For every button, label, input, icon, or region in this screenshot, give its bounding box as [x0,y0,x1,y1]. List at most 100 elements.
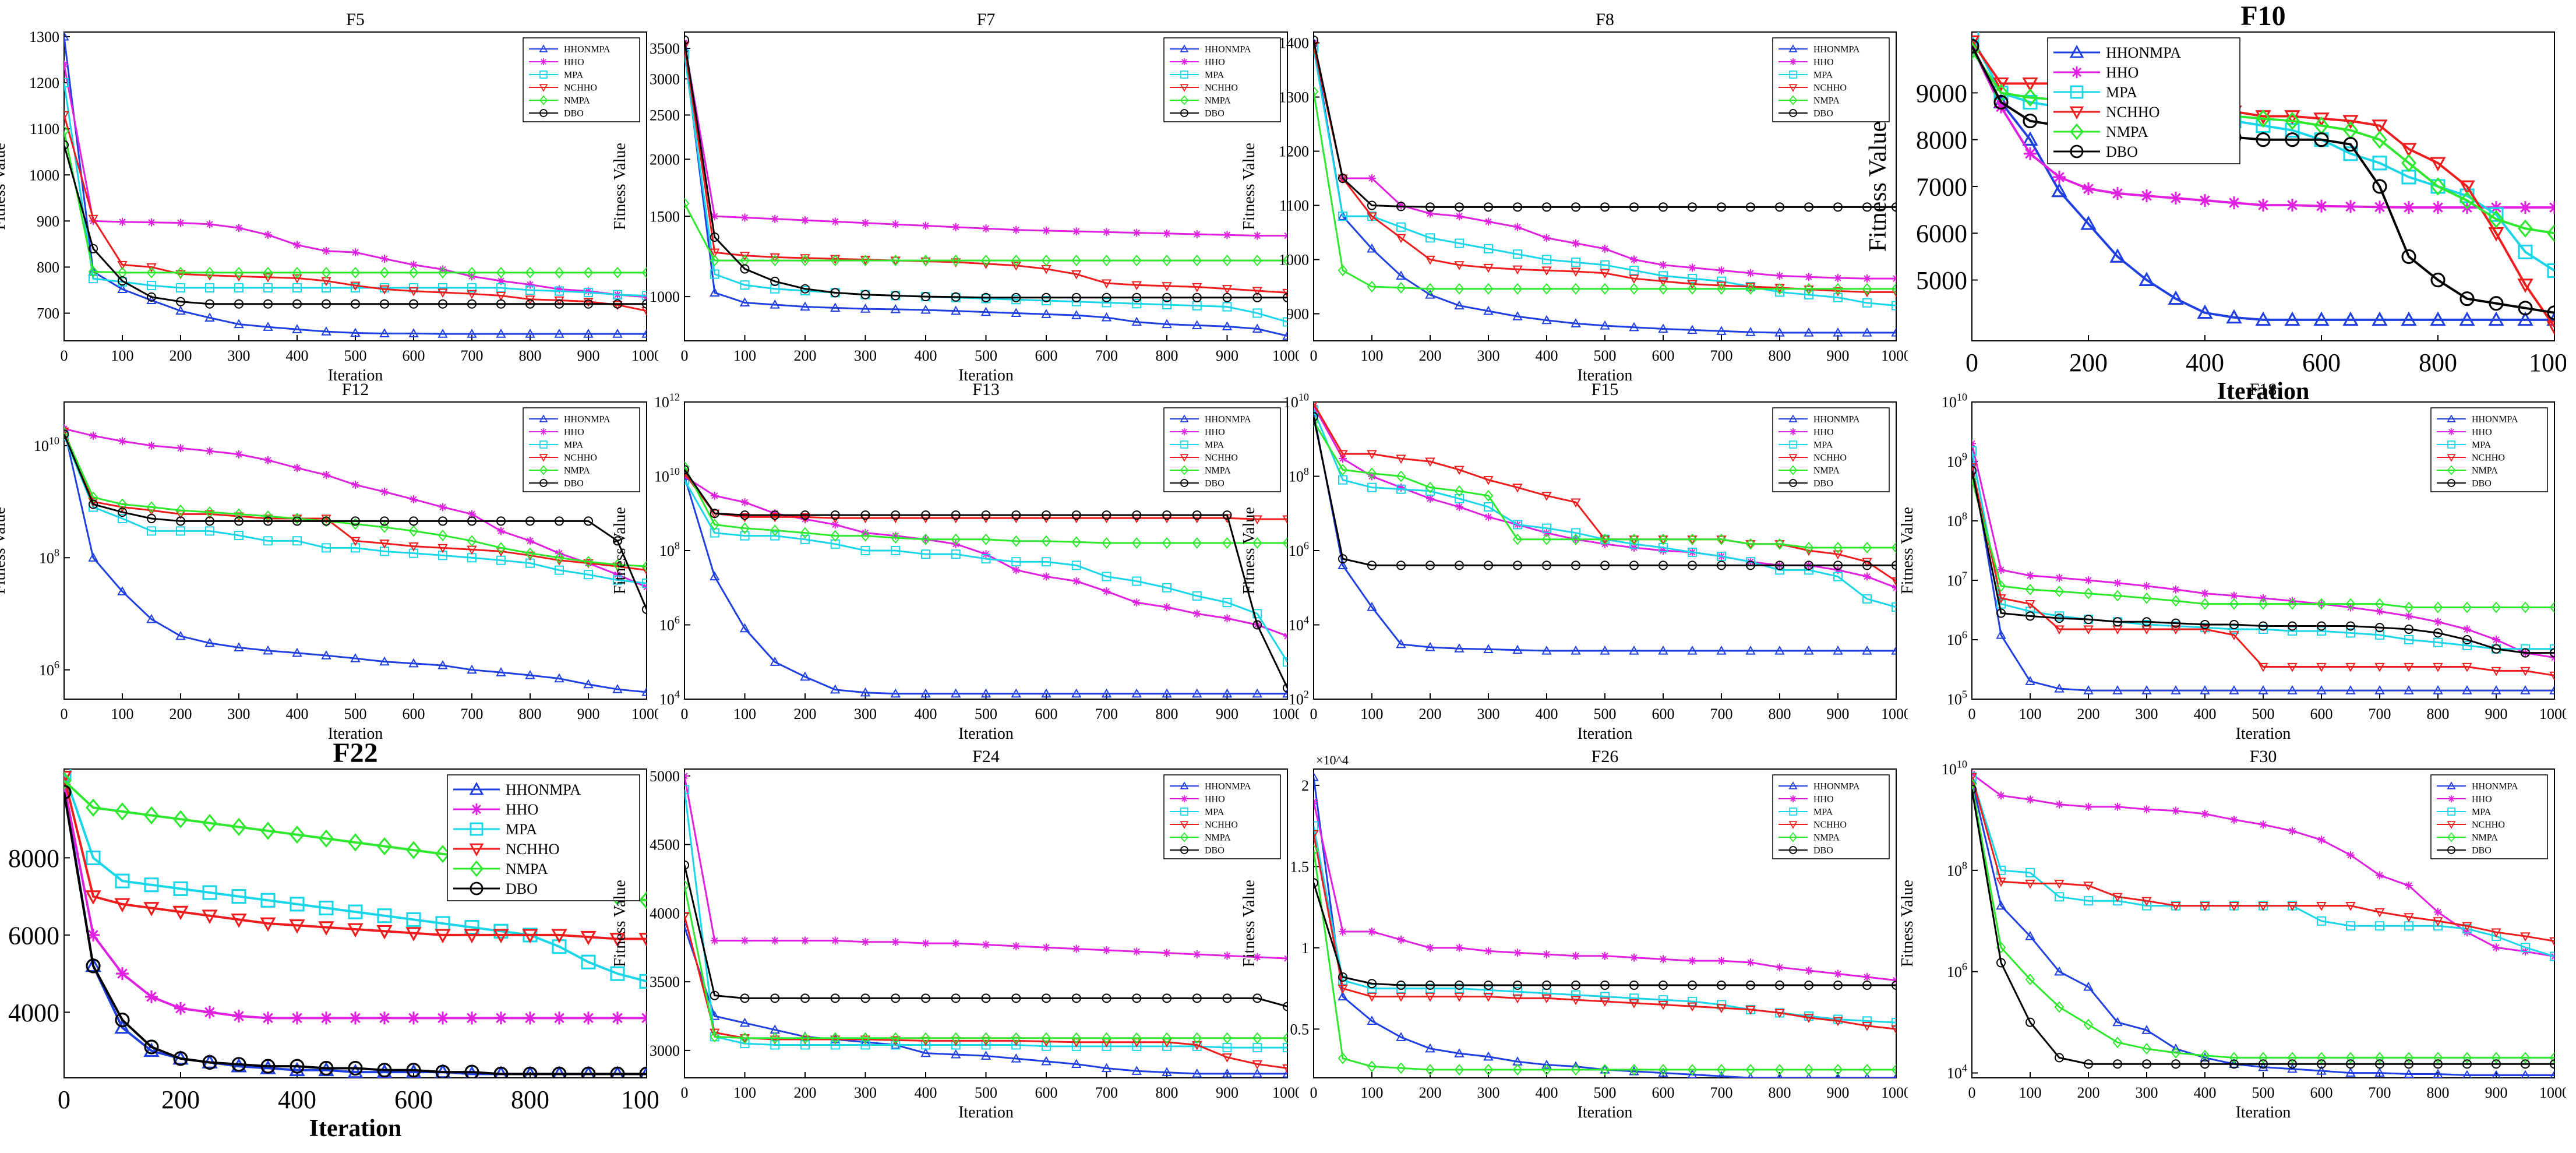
data-point-nmpa [710,1031,720,1043]
data-point-hho [2402,201,2415,214]
series-line-hhonmpa [1972,45,2554,321]
data-point-hho [264,456,272,464]
series-line-dbo [64,433,647,610]
x-tick-label: 100 [733,706,756,722]
data-point-nmpa [1071,536,1082,548]
legend-marker [1180,70,1188,79]
x-tick-label: 900 [2485,706,2508,722]
x-tick-label: 100 [2019,1084,2042,1101]
x-tick-label: 500 [1594,347,1617,364]
data-point-hho [2084,576,2092,584]
data-point-mpa [2023,94,2038,110]
data-point-nchho [2462,662,2472,672]
data-point-dbo [1629,560,1639,570]
data-point-nmpa [2491,601,2501,613]
legend-marker [1180,465,1189,475]
data-point-mpa [1542,523,1551,533]
data-point-hhonmpa [1716,326,1727,335]
data-point-hhonmpa [234,319,244,329]
data-point-mpa [1717,551,1726,561]
data-point-hhonmpa [980,688,991,698]
data-point-dbo [951,292,961,302]
data-point-hho [497,527,505,535]
data-point-dbo [263,516,273,526]
data-point-hhonmpa [85,957,101,972]
data-point-nmpa [2401,154,2417,172]
data-point-nchho [612,301,623,311]
data-point-nmpa [1338,265,1348,277]
data-point-hhonmpa [525,669,535,679]
data-point-nchho [347,923,364,938]
y-tick-label: 1100 [1279,198,1309,214]
x-tick-label: 300 [1477,347,1500,364]
data-point-dbo [1658,981,1668,990]
data-point-dbo [2433,628,2443,638]
legend-label: DBO [1813,109,1833,119]
data-point-dbo [1396,560,1406,570]
data-point-hhonmpa [114,1019,130,1034]
data-point-mpa [1367,482,1377,492]
data-point-hho [2053,170,2066,184]
data-point-nmpa [830,530,841,542]
data-point-nchho [1252,287,1262,297]
chart-f10: 0200400600800100050006000700080009000F10… [1865,1,2566,405]
data-point-dbo [64,140,69,150]
data-point-hhonmpa [146,295,157,304]
y-tick-label: 1.5 [1290,858,1310,875]
data-point-mpa [1833,572,1843,581]
data-point-mpa [951,549,961,559]
data-point-dbo [496,516,506,526]
data-point-nmpa [860,255,870,267]
data-point-nmpa [1338,1052,1348,1064]
data-point-dbo [2142,1059,2151,1069]
data-point-nmpa [770,524,780,537]
data-point-mpa [1192,591,1202,601]
legend-label: MPA [506,821,537,838]
data-point-mpa [981,554,991,564]
data-point-nchho [1996,594,2006,604]
data-point-mpa [1972,446,1977,456]
data-point-hho [1805,966,1813,975]
data-point-nmpa [2462,1052,2472,1064]
chart-f12: 0 100 200 300 400 500 600 700 800 900 100010610810… [0,380,658,743]
data-point-dbo [1717,981,1726,990]
data-point-nmpa [2229,598,2239,610]
data-point-hhonmpa [2488,311,2504,326]
data-point-nchho [739,513,750,523]
data-point-dbo [1222,510,1232,520]
legend-marker [1180,414,1189,422]
data-point-hho [2286,199,2299,212]
data-point-nmpa [1629,533,1639,545]
data-point-dbo [1132,510,1142,520]
data-point-mpa [639,974,647,989]
chart-title: F30 [2250,747,2277,766]
data-point-dbo [921,510,930,520]
data-point-hhonmpa [2112,1017,2123,1027]
data-point-nchho [1367,212,1377,222]
data-point-hho [1997,791,2005,800]
data-point-mpa [1102,572,1111,581]
data-point-mpa [2550,951,2554,961]
data-point-hhonmpa [1774,646,1785,655]
data-point-nmpa [1658,1064,1668,1076]
data-point-hho [1572,951,1580,960]
y-tick-label: 1 [1301,940,1309,957]
chart-f30: 0 100 200 300 400 500 600 700 800 900 100010410610… [1899,747,2566,1122]
data-point-nchho [1629,274,1639,284]
data-point-nchho [710,248,720,258]
data-point-dbo [348,1060,363,1076]
x-tick-label: 100 [733,1084,756,1101]
data-point-hho [1253,953,1262,961]
legend-label: HHONMPA [1205,415,1251,425]
data-point-mpa [584,287,593,297]
data-point-hho [1132,228,1141,237]
data-point-hhonmpa [2051,182,2067,198]
legend-label: MPA [1205,440,1225,450]
x-tick-label: 100 [1361,347,1384,364]
legend-marker [1181,795,1188,802]
data-point-nmpa [1396,1062,1406,1074]
data-point-nchho [2345,902,2356,911]
data-point-nchho [1833,550,1843,560]
